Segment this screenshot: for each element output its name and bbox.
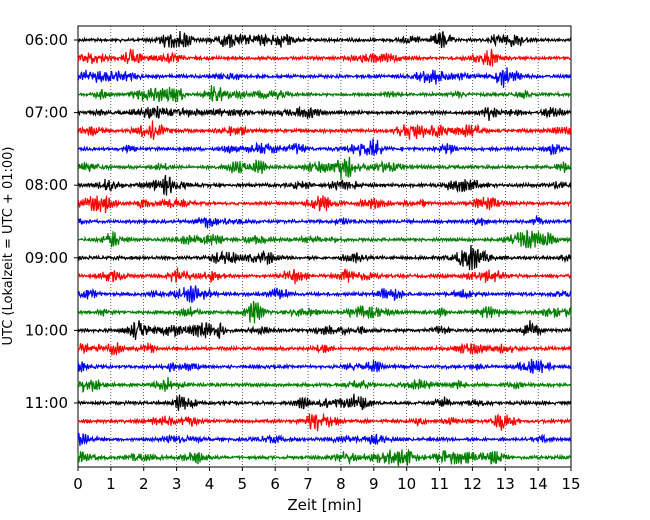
trace-line	[77, 376, 572, 394]
x-tick-label: 10	[397, 475, 416, 493]
x-tick-label: 3	[172, 475, 182, 493]
x-tick-label: 11	[430, 475, 449, 493]
x-tick-label: 4	[205, 475, 215, 493]
trace-line	[77, 174, 572, 196]
trace-line	[77, 358, 572, 374]
trace-line	[77, 48, 572, 67]
trace-line	[77, 432, 572, 446]
y-tick-label: 09:00	[25, 249, 68, 267]
y-axis-label: UTC (Lokalzeit = UTC + 01:00)	[1, 147, 16, 346]
x-tick-label: 5	[238, 475, 248, 493]
trace-line	[77, 267, 572, 285]
x-tick-label: 6	[270, 475, 280, 493]
trace-line	[77, 67, 572, 88]
y-tick-label: 06:00	[25, 31, 68, 49]
trace-line	[77, 413, 572, 432]
x-axis-ticks: 0 1 2 3 4 5 6 7 8 9 10 11 12 13 14 15	[73, 467, 581, 493]
y-axis-ticks: 06:00 07:00 08:00 09:00 10:00 11:00	[25, 31, 78, 412]
y-tick-label: 08:00	[25, 176, 68, 194]
x-tick-label: 15	[561, 475, 580, 493]
x-tick-label: 0	[73, 475, 83, 493]
trace-line	[77, 342, 572, 357]
trace-line	[77, 120, 572, 140]
x-tick-label: 8	[336, 475, 346, 493]
trace-line	[77, 30, 572, 49]
x-tick-label: 13	[496, 475, 515, 493]
trace-line	[77, 105, 572, 121]
trace-line	[77, 393, 572, 411]
trace-line	[77, 300, 572, 324]
trace-line	[77, 85, 572, 103]
trace-line	[77, 214, 572, 229]
x-tick-label: 1	[106, 475, 116, 493]
x-tick-label: 9	[369, 475, 379, 493]
plot-frame	[77, 25, 572, 468]
trace-line	[77, 156, 572, 180]
trace-line	[77, 195, 572, 214]
trace-line	[77, 229, 572, 249]
trace-line	[77, 285, 572, 303]
trace-line	[77, 244, 572, 271]
trace-line	[77, 138, 572, 158]
x-tick-label: 12	[463, 475, 482, 493]
y-tick-label: 07:00	[25, 104, 68, 122]
seismic-traces	[77, 30, 572, 467]
trace-line	[77, 448, 572, 467]
y-tick-label: 10:00	[25, 321, 68, 339]
x-axis-label: Zeit [min]	[287, 496, 361, 514]
x-tick-label: 14	[529, 475, 548, 493]
x-tick-label: 2	[139, 475, 149, 493]
trace-line	[77, 320, 572, 341]
y-tick-label: 11:00	[25, 394, 68, 412]
x-tick-label: 7	[303, 475, 313, 493]
